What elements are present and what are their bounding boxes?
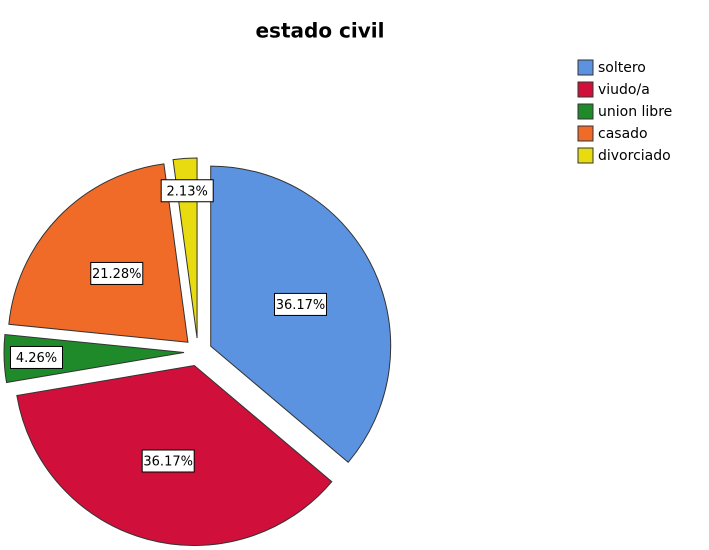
label-box (160, 179, 214, 203)
legend-label: divorciado (598, 148, 671, 164)
data-label: 2.13% (167, 184, 208, 199)
legend-swatch (577, 81, 594, 98)
legend-label: union libre (598, 104, 672, 120)
pie-slice (8, 163, 189, 343)
legend-label: soltero (598, 60, 646, 76)
legend-swatch (577, 147, 594, 164)
label-box (90, 261, 144, 285)
label-box (9, 345, 63, 369)
label-box (273, 292, 327, 316)
data-label: 21.28% (92, 267, 142, 282)
data-label: 36.17% (143, 454, 193, 469)
pie-slice (172, 157, 198, 339)
data-label: 4.26% (16, 351, 57, 366)
legend-label: casado (598, 126, 648, 142)
label-box (141, 449, 195, 473)
chart-title: estado civil (255, 19, 384, 43)
legend-swatch (577, 59, 594, 76)
legend-swatch (577, 125, 594, 142)
legend-label: viudo/a (598, 82, 650, 98)
legend-swatch (577, 103, 594, 120)
data-label: 36.17% (276, 298, 326, 313)
